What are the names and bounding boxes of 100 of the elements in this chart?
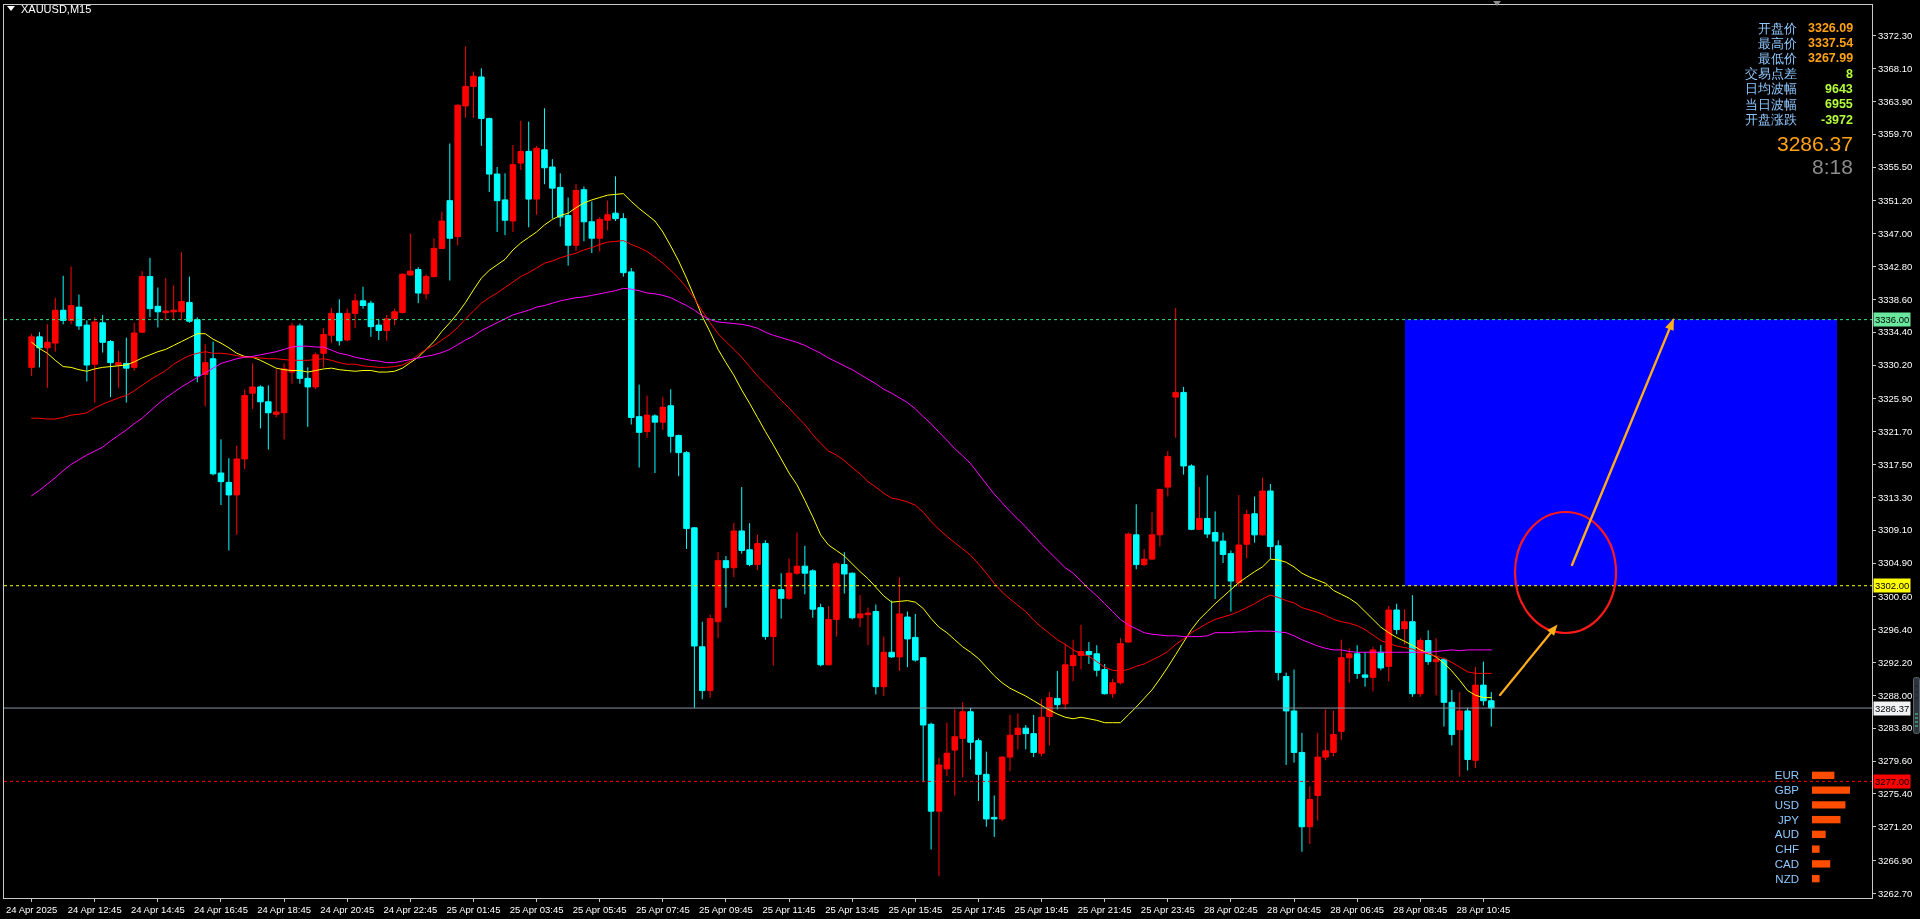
bar <box>1812 860 1831 868</box>
x-tick-label: 24 Apr 14:45 <box>130 904 185 916</box>
y-tick-label: 3292.20 <box>1877 656 1913 668</box>
candlestick <box>525 121 532 228</box>
candlestick <box>1401 608 1408 645</box>
candlestick <box>115 350 122 389</box>
candlestick <box>896 576 903 672</box>
candlestick <box>1306 785 1314 845</box>
candlestick <box>1251 496 1258 544</box>
candlestick <box>785 557 793 601</box>
text: 8:18 <box>1812 155 1853 178</box>
x-tick-label: 25 Apr 17:45 <box>951 904 1006 916</box>
candlestick <box>1361 651 1369 688</box>
x-tick-label: 24 Apr 12:45 <box>67 904 122 916</box>
candlestick <box>722 555 730 609</box>
bar <box>1812 815 1841 824</box>
bar <box>1812 845 1820 853</box>
y-tick-label: 3283.80 <box>1877 722 1913 734</box>
candlestick <box>509 144 517 233</box>
candlestick <box>1164 450 1172 497</box>
y-tick-label: GBP <box>1774 784 1800 797</box>
x-tick-label: 24 Apr 20:45 <box>320 904 375 916</box>
candlestick <box>67 265 75 325</box>
x-tick-label: 25 Apr 15:45 <box>888 904 943 916</box>
candlestick <box>1014 712 1022 750</box>
candlestick <box>1172 307 1179 439</box>
candlestick <box>1132 503 1140 570</box>
y-tick-label: 3321.70 <box>1877 425 1913 437</box>
y-tick-label: 3368.10 <box>1877 62 1913 74</box>
candlestick <box>1464 707 1471 771</box>
candlestick <box>249 362 256 410</box>
ref-line-label: 3277.00 <box>1875 776 1910 787</box>
text: 6955 <box>1825 97 1853 111</box>
bar <box>1812 830 1826 839</box>
y-tick-label: CHF <box>1775 843 1799 856</box>
x-tick-label: 25 Apr 07:45 <box>635 904 690 916</box>
candlestick <box>225 457 233 551</box>
x-tick-label: 25 Apr 03:45 <box>509 904 564 916</box>
candlestick <box>517 120 525 171</box>
line-series <box>31 287 1492 653</box>
candlestick <box>414 266 422 304</box>
y-tick-label: 3317.50 <box>1877 458 1913 470</box>
text: 8 <box>1846 67 1853 81</box>
candlestick <box>1196 486 1203 531</box>
candlestick <box>1259 477 1266 537</box>
candlestick <box>201 343 209 407</box>
y-tick-label: 3347.00 <box>1877 227 1913 239</box>
candlestick <box>59 275 67 325</box>
x-tick-label: 28 Apr 02:45 <box>1203 904 1258 916</box>
y-tick-label: 3325.90 <box>1877 393 1913 404</box>
candlestick <box>793 532 801 576</box>
x-tick-label: 28 Apr 04:45 <box>1267 904 1321 916</box>
x-tick-label: 25 Apr 13:45 <box>825 904 880 916</box>
y-tick-label: CAD <box>1774 857 1799 870</box>
y-tick-label: 3372.30 <box>1877 29 1913 41</box>
x-tick-label: 24 Apr 16:45 <box>194 904 248 916</box>
candlestick <box>312 352 319 390</box>
text: 开盘价 <box>1758 21 1797 36</box>
y-tick-label: USD <box>1774 798 1799 811</box>
text: 3286.37 <box>1777 132 1853 155</box>
y-tick-label: 3304.90 <box>1877 557 1913 569</box>
y-tick-label: EUR <box>1774 769 1799 782</box>
x-tick-label: 28 Apr 08:45 <box>1393 904 1448 916</box>
candlestick <box>1054 670 1061 710</box>
x-tick-label: 25 Apr 11:45 <box>762 904 816 916</box>
x-tick-label: 25 Apr 01:45 <box>446 904 501 916</box>
candlestick <box>651 413 659 474</box>
candlestick <box>1156 488 1164 548</box>
candlestick <box>533 145 540 216</box>
y-tick-label: 3330.20 <box>1877 359 1913 371</box>
y-tick-label: JPY <box>1777 813 1800 826</box>
candlestick <box>1353 644 1361 680</box>
candlestick <box>880 636 888 697</box>
ref-line-label: 3286.37 <box>1875 703 1910 714</box>
y-tick-label: 3313.30 <box>1877 491 1913 503</box>
y-tick-label: 3271.20 <box>1877 821 1913 833</box>
candlestick <box>1369 646 1377 692</box>
candlestick <box>336 298 343 346</box>
ref-line-label: 3336.00 <box>1875 314 1910 325</box>
ref-line-label: 3302.00 <box>1875 580 1910 591</box>
x-tick-label: 25 Apr 23:45 <box>1140 904 1195 916</box>
candlestick <box>1409 594 1416 698</box>
candlestick <box>754 534 761 571</box>
y-tick-label: NZD <box>1775 872 1799 885</box>
y-tick-label: 3342.80 <box>1877 260 1913 272</box>
text: 9643 <box>1825 82 1853 96</box>
y-tick-label: 3359.70 <box>1877 128 1913 140</box>
x-tick-label: 25 Apr 19:45 <box>1014 904 1069 916</box>
candlestick <box>91 316 98 404</box>
candlestick <box>872 604 880 696</box>
text: 当日波幅 <box>1745 97 1797 112</box>
candlestick <box>730 522 738 578</box>
y-tick-label: 3296.40 <box>1877 623 1913 635</box>
candlestick <box>770 588 777 667</box>
bar <box>1812 874 1820 883</box>
candlestick <box>659 396 667 431</box>
candlestick <box>1377 644 1385 671</box>
candlestick <box>1038 698 1045 757</box>
y-tick-label: 3338.60 <box>1877 293 1913 305</box>
x-tick-label: 28 Apr 10:45 <box>1456 904 1511 916</box>
